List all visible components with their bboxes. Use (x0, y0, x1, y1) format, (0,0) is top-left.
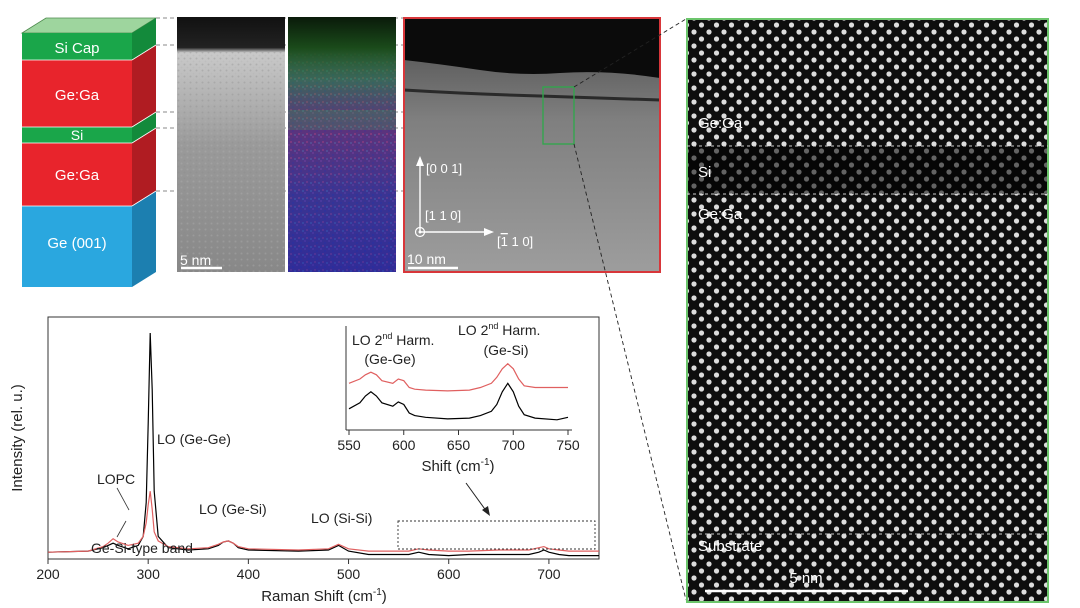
layer-label-gega-bottom: Ge:Ga (55, 167, 100, 184)
hrstem-label-si: Si (698, 164, 711, 181)
layer-substrate (22, 206, 132, 287)
inset-x-axis: 550 600 650 700 750 (337, 430, 580, 453)
axis-label-bar110: [1 1 0] (497, 234, 533, 249)
raman-plot-frame (47, 316, 600, 560)
layer-si-cap (22, 33, 132, 60)
inset-series-line-0 (348, 362, 568, 392)
hrstem-label-gega-bottom: Ge:Ga (698, 206, 743, 223)
raman-x-tick-label: 200 (36, 566, 60, 582)
inset-x-tick-label: 650 (447, 437, 471, 453)
hrstem-image: Ge:Ga Si Ge:Ga Substrate 5 nm (686, 18, 1049, 603)
annotation-lo-sisi: LO (Si-Si) (311, 510, 372, 526)
annotation-lo-gege: LO (Ge-Ge) (157, 431, 231, 447)
zoom-connector-lines (573, 18, 687, 601)
inset-label-gege-harm: LO 2nd Harm. (352, 331, 434, 348)
axis-label-110: [1 1 0] (425, 208, 461, 223)
hrstem-label-substrate: Substrate (698, 538, 762, 555)
inset-x-tick-label: 700 (502, 437, 526, 453)
raman-series-line-1 (47, 491, 599, 553)
raman-chart: 200 300 400 500 600 700 Raman Shift (cm-1) In… (9, 316, 600, 605)
raman-y-axis-title: Intensity (rel. u.) (9, 384, 26, 492)
annotation-ge-si-band: Ge-Si-type band (91, 540, 193, 556)
inset-label-gege: (Ge-Ge) (364, 351, 415, 367)
layer-si (22, 127, 132, 143)
layer-label-substrate: Ge (001) (47, 235, 106, 252)
raman-x-tick-label: 500 (337, 566, 361, 582)
inset-series (348, 362, 569, 421)
annotation-lo-gesi: LO (Ge-Si) (199, 501, 267, 517)
inset-x-tick-label: 750 (556, 437, 580, 453)
hrstem-scalebar-label: 5 nm (789, 570, 822, 587)
raman-x-tick-label: 600 (437, 566, 461, 582)
hrstem-frame (686, 18, 1049, 603)
inset-region-box (397, 520, 596, 550)
inset-x-axis-title: Shift (cm-1) (421, 457, 494, 475)
overview-stem-image: [0 0 1] [1 1 0] [1 1 0] 10 nm (403, 17, 661, 273)
raman-x-tick-label: 700 (537, 566, 561, 582)
raman-x-axis-title: Raman Shift (cm-1) (261, 587, 387, 605)
stem-scalebar-label: 5 nm (180, 252, 211, 268)
overview-frame (403, 17, 661, 273)
stem-strip-image: 5 nm (177, 17, 285, 272)
hrstem-label-gega-top: Ge:Ga (698, 115, 743, 132)
inset-label-gesi-harm: LO 2nd Harm. (458, 321, 540, 338)
layer-label-gega-top: Ge:Ga (55, 87, 100, 104)
layer-label-si-cap: Si Cap (54, 40, 99, 57)
zoom-region-box (542, 86, 575, 145)
raman-x-axis: 200 300 400 500 600 700 (36, 559, 561, 582)
inset-x-tick-label: 550 (337, 437, 361, 453)
raman-inset-chart: 550 600 650 700 750 LO 2nd Harm. (Ge-Ge) LO … (337, 321, 580, 475)
raman-x-tick-label: 400 (237, 566, 261, 582)
inset-series-line-1 (348, 382, 569, 421)
layer-gega-bottom (22, 143, 132, 206)
layer-gega-top (22, 60, 132, 127)
inset-label-gesi: (Ge-Si) (483, 342, 528, 358)
eds-map-image (288, 17, 396, 272)
raman-x-tick-label: 300 (137, 566, 161, 582)
overview-scalebar-label: 10 nm (407, 251, 446, 267)
raman-series (47, 332, 599, 557)
layer-stack: Si Cap Ge:Ga Si Ge:Ga Ge (001) (20, 17, 158, 287)
inset-x-tick-label: 600 (392, 437, 416, 453)
axis-label-001: [0 0 1] (426, 161, 462, 176)
layer-label-si: Si (71, 127, 83, 143)
annotation-lopc: LOPC (97, 471, 135, 487)
